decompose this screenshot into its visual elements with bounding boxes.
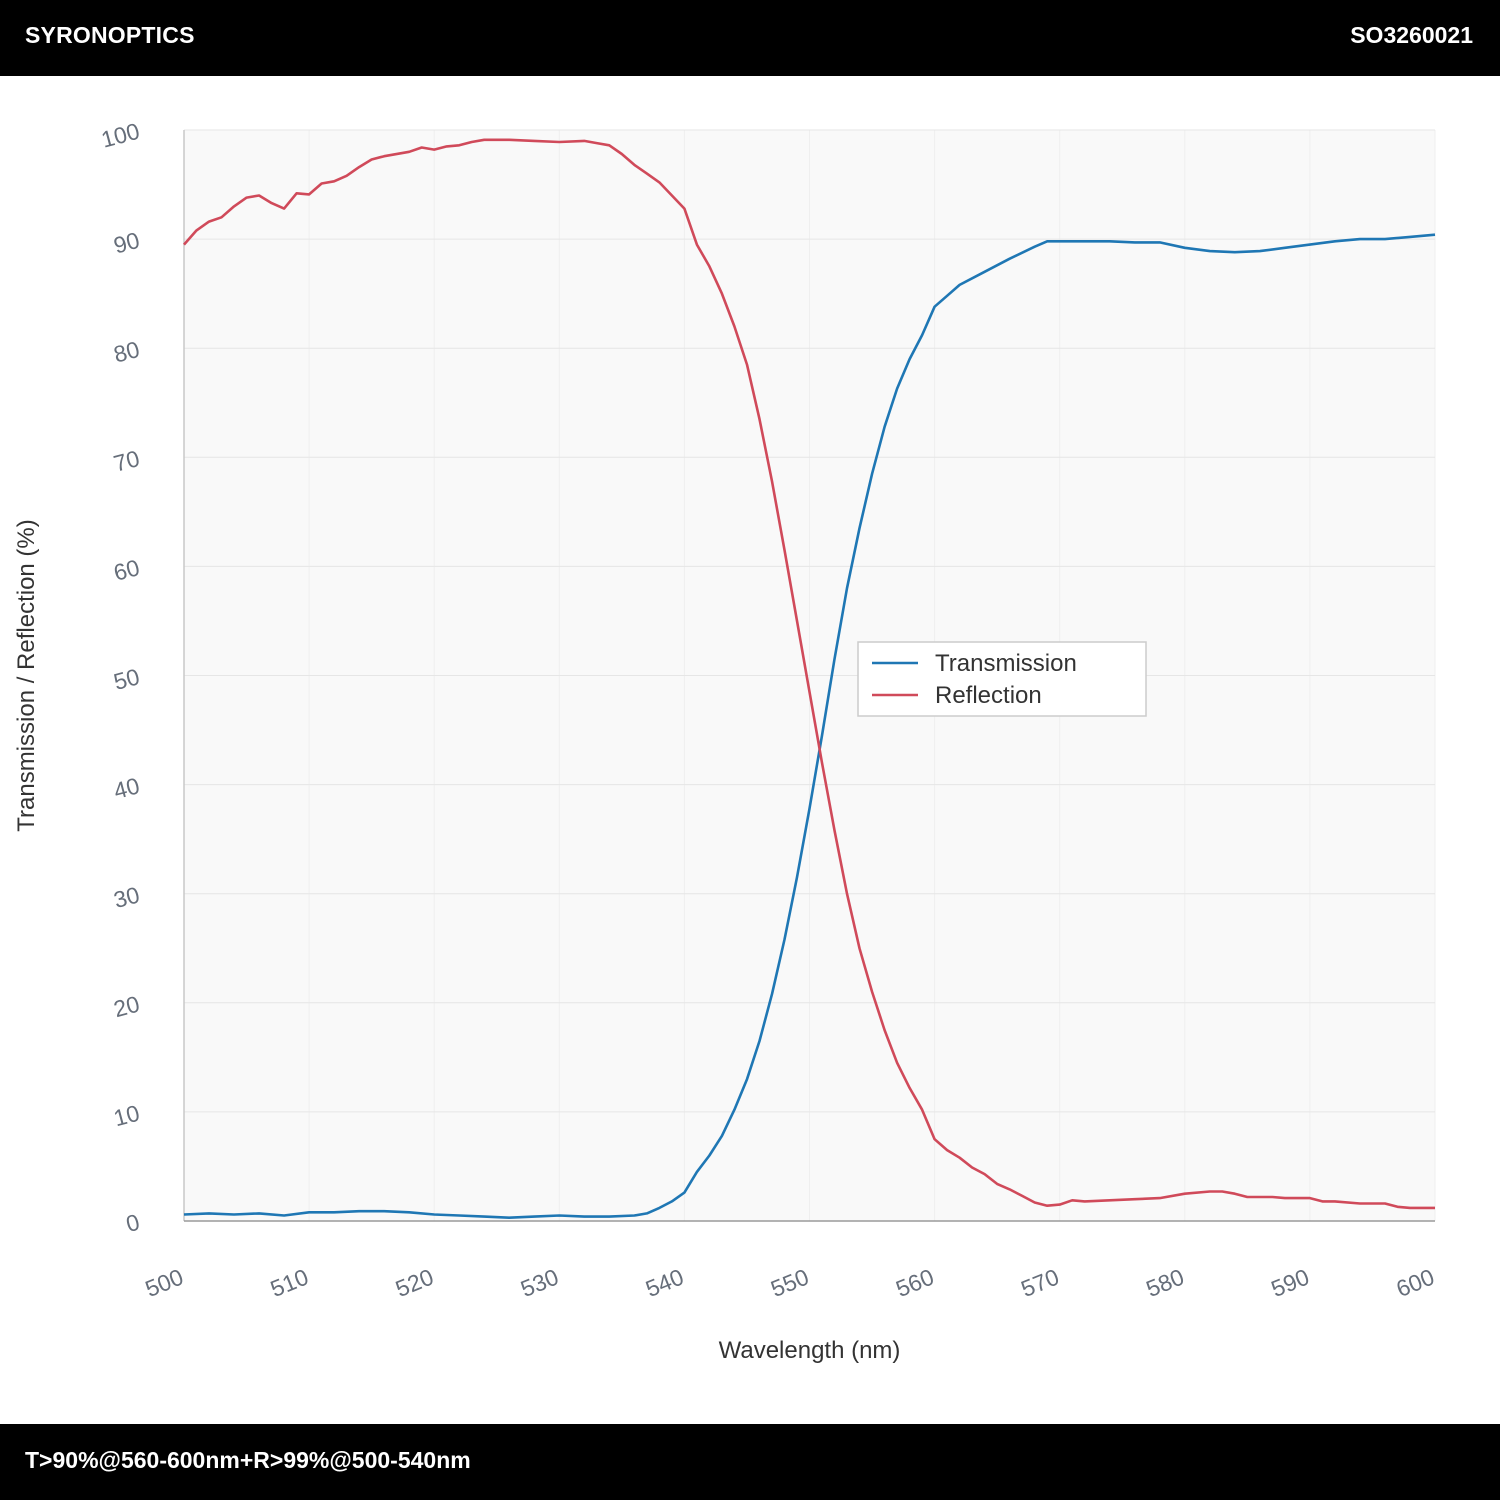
x-tick-label: 500 <box>142 1264 187 1302</box>
x-tick-label: 550 <box>767 1264 812 1302</box>
y-tick-label: 20 <box>111 991 142 1023</box>
x-tick-label: 520 <box>392 1264 437 1302</box>
x-tick-label: 530 <box>517 1264 562 1302</box>
series-lines <box>183 138 1436 1219</box>
x-axis-title: Wavelength (nm) <box>719 1337 901 1364</box>
x-tick-label: 540 <box>642 1264 687 1302</box>
axes <box>183 130 1435 1222</box>
x-tick-label: 560 <box>892 1264 937 1302</box>
legend-label: Transmission <box>935 650 1077 677</box>
y-tick-label: 80 <box>111 336 142 368</box>
x-tick-label: 590 <box>1267 1264 1312 1302</box>
y-axis-title: Transmission / Reflection (%) <box>13 519 40 832</box>
header-bar: SYRONOPTICS SO3260021 <box>0 0 1500 76</box>
y-tick-label: 70 <box>111 445 142 477</box>
x-tick-label: 600 <box>1393 1264 1438 1302</box>
part-number: SO3260021 <box>1350 22 1473 48</box>
footer-bar: T>90%@560-600nm+R>99%@500-540nm <box>0 1424 1500 1500</box>
legend-box <box>857 641 1147 717</box>
y-tick-label: 40 <box>111 772 142 804</box>
legend: Transmission Reflection <box>857 641 1147 717</box>
spec-summary: T>90%@560-600nm+R>99%@500-540nm <box>25 1447 471 1473</box>
x-tick-label: 580 <box>1142 1264 1187 1302</box>
series-line-transmission <box>183 233 1436 1219</box>
x-tick-label: 570 <box>1017 1264 1062 1302</box>
series-line-reflection <box>183 138 1435 1210</box>
x-tick-label: 510 <box>267 1264 312 1302</box>
y-tick-label: 50 <box>111 663 142 695</box>
y-tick-label: 90 <box>111 227 142 259</box>
y-tick-label: 100 <box>98 118 142 153</box>
brand-name: SYRONOPTICS <box>25 22 195 48</box>
y-tick-label: 0 <box>123 1209 142 1237</box>
y-tick-label: 10 <box>111 1100 142 1132</box>
legend-label: Reflection <box>935 682 1042 709</box>
y-tick-label: 30 <box>111 881 142 913</box>
y-tick-label: 60 <box>111 554 142 586</box>
